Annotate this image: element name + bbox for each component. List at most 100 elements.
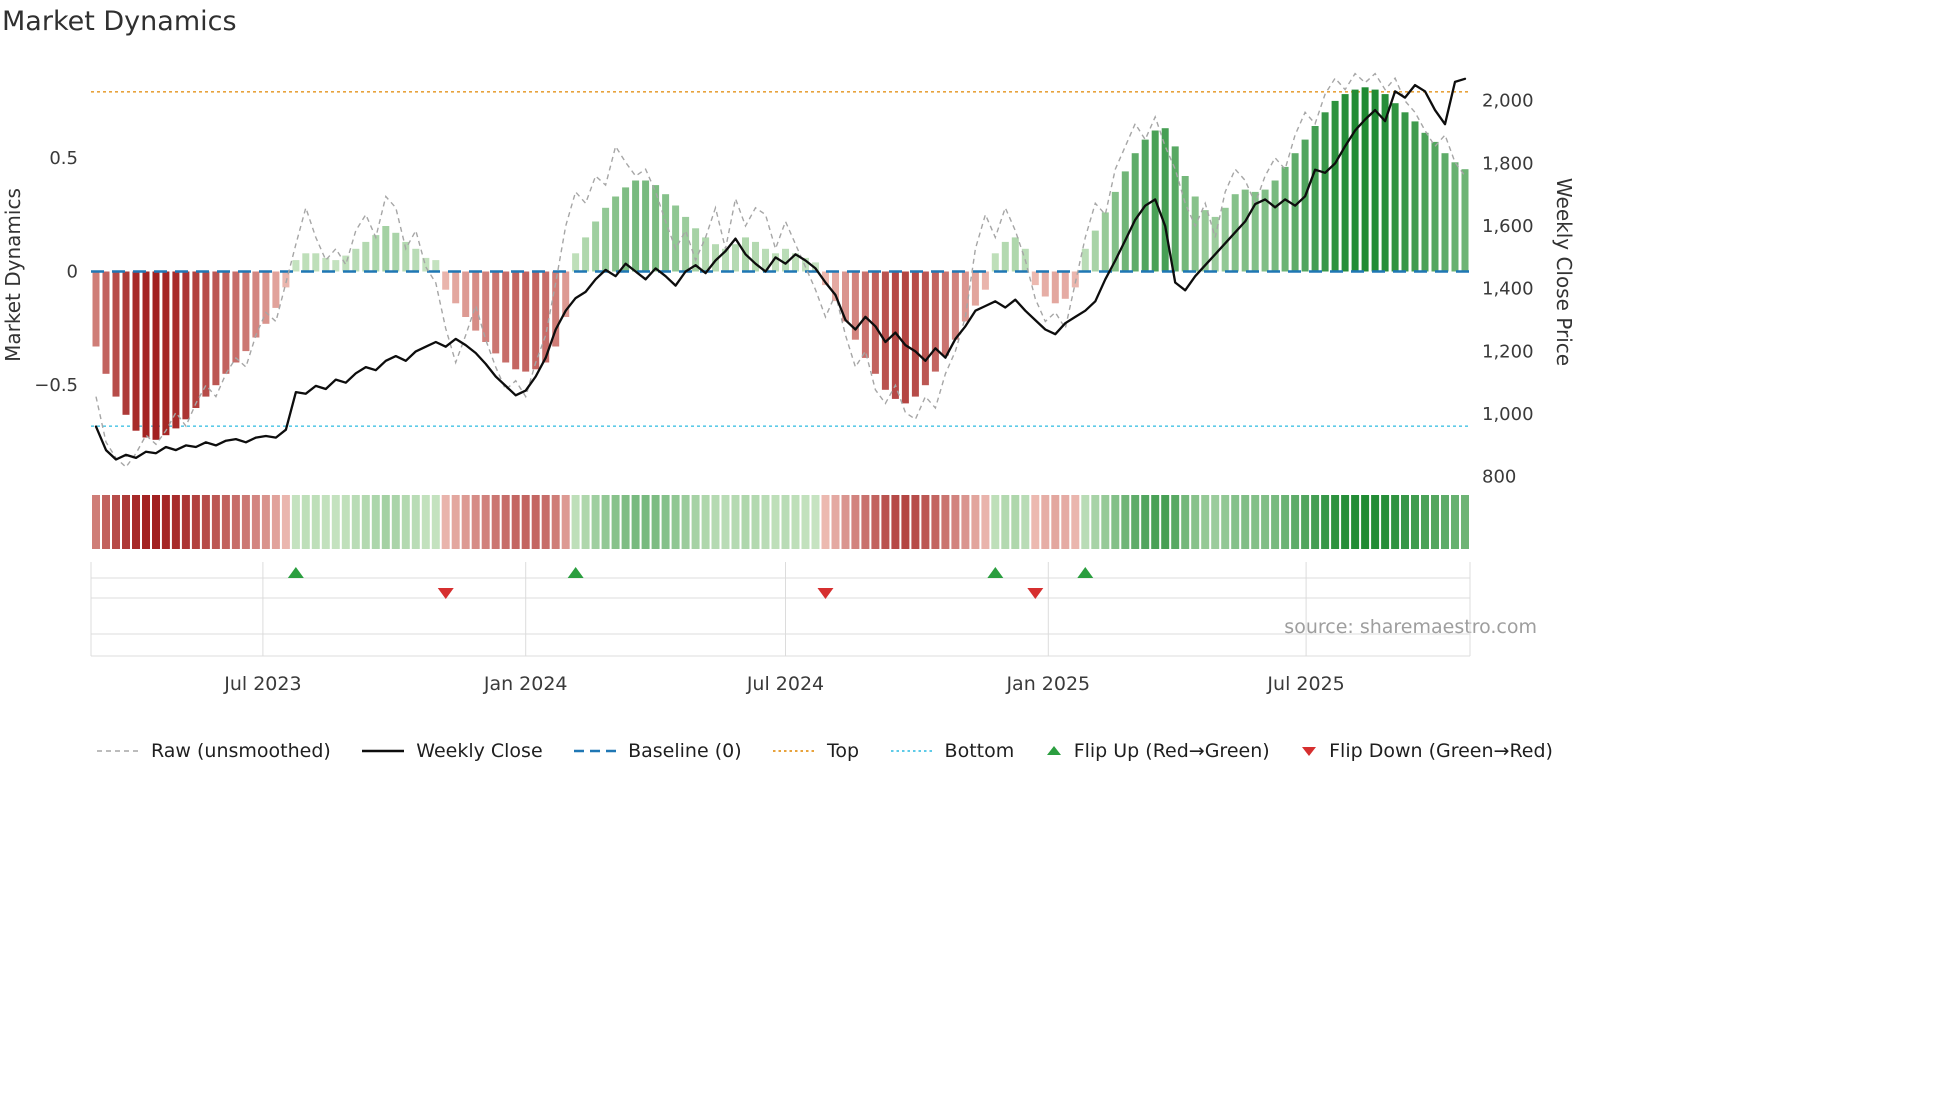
heatmap-cell (711, 495, 720, 549)
oscillator-bar (602, 207, 610, 272)
oscillator-bar (392, 232, 400, 272)
oscillator-bar (362, 241, 370, 272)
y-right-tick-label: 1,600 (1482, 216, 1534, 237)
regime-heatmap (92, 495, 1469, 549)
y-right-tick-label: 1,200 (1482, 341, 1534, 362)
heatmap-cell (691, 495, 700, 549)
heatmap-cell (991, 495, 1000, 549)
oscillator-bar (822, 271, 829, 286)
oscillator-bar (1131, 153, 1139, 272)
heatmap-cell (371, 495, 380, 549)
heatmap-cell (1171, 495, 1180, 549)
heatmap-cell (781, 495, 790, 549)
oscillator-bar (582, 237, 590, 272)
oscillator-bar (1121, 171, 1129, 272)
heatmap-cell (1381, 495, 1390, 549)
oscillator-bar (432, 260, 440, 272)
heatmap-cell (1131, 495, 1140, 549)
heatmap-cell (1371, 495, 1380, 549)
oscillator-bar (262, 271, 270, 324)
heatmap-cell (811, 495, 820, 549)
raw-legend-swatch-icon (97, 750, 139, 752)
plot-area: 0.5 0 −0.5 2,000 1,800 1,600 1,400 1,200 1,000 80… (34, 72, 1534, 695)
flip-marker-panel (90, 562, 1471, 657)
heatmap-cell (1061, 495, 1070, 549)
heatmap-cell (1101, 495, 1110, 549)
raw-line (95, 72, 1466, 469)
y-right-tick-label: 1,400 (1482, 279, 1534, 300)
legend-item-close: Weekly Close (360, 740, 543, 762)
legend-item-raw: Raw (unsmoothed) (95, 740, 331, 762)
heatmap-cell (1051, 495, 1060, 549)
oscillator-bar (1331, 100, 1339, 272)
oscillator-bar (162, 271, 170, 436)
oscillator-bar (1201, 210, 1209, 272)
oscillator-bar (1401, 112, 1409, 272)
heatmap-cell (1341, 495, 1350, 549)
x-tick-label: Jul 2023 (223, 673, 301, 695)
heatmap-cell (511, 495, 520, 549)
legend-label: Flip Down (Green→Red) (1329, 740, 1553, 762)
heatmap-cell (1391, 495, 1400, 549)
heatmap-cell (411, 495, 420, 549)
y-right-tick-label: 800 (1482, 467, 1516, 488)
heatmap-cell (1241, 495, 1250, 549)
oscillator-bar (532, 271, 540, 370)
x-tick-label: Jan 2024 (483, 673, 568, 695)
heatmap-cell (491, 495, 500, 549)
oscillator-bar (452, 271, 460, 304)
oscillator-bar (412, 248, 420, 272)
oscillator-bar (901, 271, 909, 404)
heatmap-cell (391, 495, 400, 549)
oscillator-bar (332, 260, 340, 272)
oscillator-bar (1191, 196, 1199, 272)
y-right-tick-label: 2,000 (1482, 91, 1534, 112)
source-text: source: sharemaestro.com (1284, 616, 1537, 638)
heatmap-cell (201, 495, 210, 549)
oscillator-bar (1441, 153, 1449, 272)
oscillator-bar (1271, 180, 1279, 272)
heatmap-cell (771, 495, 780, 549)
oscillator-bar (1411, 121, 1419, 272)
heatmap-cell (1411, 495, 1419, 549)
heatmap-cell (831, 495, 840, 549)
heatmap-cell (671, 495, 680, 549)
y-right-tick-label: 1,800 (1482, 153, 1534, 174)
heatmap-cell (1071, 495, 1080, 549)
heatmap-cell (601, 495, 610, 549)
oscillator-bar (712, 244, 719, 272)
oscillator-bars (92, 87, 1469, 440)
x-tick-label: Jul 2024 (746, 673, 824, 695)
heatmap-cell (1091, 495, 1100, 549)
oscillator-bar (981, 271, 989, 290)
oscillator-bar (1391, 103, 1399, 272)
heatmap-cell (551, 495, 560, 549)
heatmap-cell (1021, 495, 1030, 549)
oscillator-bar (692, 228, 700, 272)
heatmap-cell (471, 495, 480, 549)
legend: Raw (unsmoothed) Weekly Close Baseline (0)… (95, 740, 1553, 762)
heatmap-cell (631, 495, 640, 549)
oscillator-bar (662, 194, 670, 272)
oscillator-bar (562, 271, 570, 317)
heatmap-cell (401, 495, 410, 549)
oscillator-bar (652, 185, 660, 272)
oscillator-bar (971, 271, 979, 306)
heatmap-cell (661, 495, 670, 549)
heatmap-cell (271, 495, 280, 549)
oscillator-bar (802, 257, 809, 272)
oscillator-bar (1031, 271, 1039, 286)
oscillator-bar (911, 271, 919, 397)
heatmap-cell (891, 495, 900, 549)
heatmap-cell (1141, 495, 1150, 549)
baseline-legend-swatch-icon (574, 749, 617, 753)
flip-down-legend-icon (1302, 747, 1317, 756)
heatmap-cell (1041, 495, 1050, 549)
oscillator-bar (142, 271, 150, 438)
oscillator-bar (502, 271, 510, 363)
oscillator-bar (1211, 216, 1219, 272)
oscillator-bar (422, 257, 430, 272)
oscillator-bar (1081, 248, 1089, 272)
heatmap-cell (571, 495, 580, 549)
